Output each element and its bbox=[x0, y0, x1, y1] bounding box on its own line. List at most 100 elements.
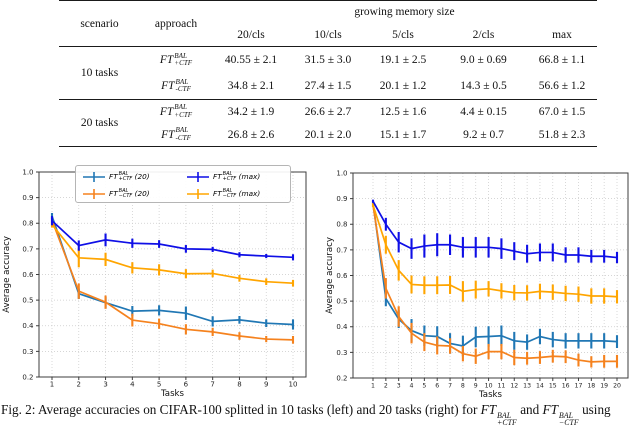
caption-text: using bbox=[578, 402, 611, 417]
math-base: FT bbox=[161, 128, 175, 141]
svg-text:1: 1 bbox=[371, 383, 375, 390]
svg-text:0.9: 0.9 bbox=[22, 194, 33, 202]
svg-text:0.8: 0.8 bbox=[22, 220, 33, 228]
table-top-rule bbox=[59, 0, 597, 1]
table-cell: 4.4 ± 0.15 bbox=[460, 105, 507, 118]
table-cell: 20.1 ± 1.2 bbox=[379, 80, 427, 92]
svg-text:2: 2 bbox=[384, 383, 388, 390]
table-cell: 27.4 ± 1.5 bbox=[304, 80, 352, 92]
table-header: scenario approach growing memory size 20… bbox=[59, 1, 597, 46]
svg-text:3: 3 bbox=[103, 381, 107, 389]
svg-text:0.8: 0.8 bbox=[336, 221, 347, 229]
legend-label: FT BAL +CTF (20) bbox=[109, 170, 150, 182]
table-cell: 20.1 ± 2.0 bbox=[304, 128, 352, 141]
table-group-10tasks: 10 tasks FT BAL +CTF 40.55 ± 2.1 31.5 ± 3.… bbox=[59, 47, 597, 99]
errorbar-marker-icon bbox=[187, 188, 209, 199]
svg-text:0.6: 0.6 bbox=[336, 272, 348, 280]
col-header-memory-group: growing memory size bbox=[354, 6, 455, 18]
col-header-10cls: 10/cls bbox=[314, 28, 342, 41]
svg-text:7: 7 bbox=[210, 381, 214, 389]
svg-text:Tasks: Tasks bbox=[160, 389, 185, 399]
math-sup: BAL bbox=[175, 126, 189, 135]
series-line bbox=[51, 223, 294, 285]
col-header-2cls: 2/cls bbox=[472, 28, 495, 41]
table-header-rule bbox=[59, 46, 597, 47]
legend-label: FT BAL −CTF (max) bbox=[213, 187, 261, 199]
left-chart: 1 2 3 4 5 6 7 8 9 10 0.2 0.3 0.4 0.5 0.6 0.7 0.8 0.9 1.0 Ta… bbox=[2, 168, 307, 399]
figure-caption: Fig. 2: Average accuracies on CIFAR-100 … bbox=[1, 402, 639, 427]
col-header-scenario: scenario bbox=[80, 17, 119, 30]
math-sup: BAL bbox=[558, 410, 573, 420]
svg-text:17: 17 bbox=[575, 383, 583, 390]
svg-text:6: 6 bbox=[184, 381, 189, 389]
errorbar-marker-icon bbox=[83, 171, 105, 182]
svg-text:8: 8 bbox=[237, 381, 241, 389]
svg-text:Average accuracy: Average accuracy bbox=[2, 236, 12, 313]
table-cell: 9.0 ± 0.69 bbox=[460, 54, 507, 66]
col-header-5cls: 5/cls bbox=[392, 28, 414, 41]
svg-text:9: 9 bbox=[474, 383, 478, 390]
math-base: FT bbox=[161, 80, 175, 92]
approach-cell: FT BAL +CTF bbox=[140, 47, 212, 73]
table-cell: 31.5 ± 3.0 bbox=[304, 54, 352, 66]
table-cell: 9.2 ± 0.7 bbox=[463, 128, 504, 141]
svg-text:Average accuracy: Average accuracy bbox=[325, 237, 335, 314]
svg-text:12: 12 bbox=[510, 383, 518, 390]
table-cell: 40.55 ± 2.1 bbox=[224, 54, 278, 66]
svg-text:1.0: 1.0 bbox=[336, 169, 347, 177]
table-mid-rule bbox=[59, 99, 597, 100]
svg-text:19: 19 bbox=[600, 383, 608, 390]
svg-text:10: 10 bbox=[289, 381, 298, 389]
caption-text: Fig. 2: Average accuracies on CIFAR-100 … bbox=[1, 402, 481, 417]
math-base: FT bbox=[480, 402, 497, 417]
col-header-max: max bbox=[552, 28, 572, 41]
math-sup: BAL bbox=[175, 77, 189, 86]
legend-label: FT BAL +CTF (max) bbox=[213, 170, 261, 182]
scenario-cell: 20 tasks bbox=[80, 117, 119, 129]
svg-text:10: 10 bbox=[485, 383, 493, 390]
math-base: FT bbox=[542, 402, 558, 417]
svg-text:7: 7 bbox=[448, 383, 452, 390]
legend-entry: FT BAL +CTF (max) bbox=[180, 171, 288, 183]
series-line bbox=[51, 219, 294, 341]
table-group-20tasks: 20 tasks FT BAL +CTF 34.2 ± 1.9 26.6 ± 2.7… bbox=[59, 100, 597, 146]
svg-text:6: 6 bbox=[435, 383, 439, 390]
math-base: FT bbox=[159, 105, 174, 118]
svg-text:5: 5 bbox=[157, 381, 161, 389]
col-header-20cls: 20/cls bbox=[237, 28, 265, 41]
svg-text:8: 8 bbox=[461, 383, 465, 390]
math-sup: BAL bbox=[174, 51, 187, 60]
table-cell: 19.1 ± 2.5 bbox=[379, 54, 427, 66]
svg-text:0.3: 0.3 bbox=[22, 348, 33, 356]
table-cell: 67.0 ± 1.5 bbox=[538, 105, 586, 118]
right-chart: 1 2 3 4 5 6 7 8 9 10 11 12 13 14 15 16 17 18 19 200.20.30.4… bbox=[325, 169, 629, 400]
series-line bbox=[372, 202, 618, 347]
svg-text:0.2: 0.2 bbox=[336, 374, 347, 382]
svg-text:0.4: 0.4 bbox=[22, 322, 34, 330]
table-cell: 66.8 ± 1.1 bbox=[538, 54, 586, 66]
svg-text:0.4: 0.4 bbox=[336, 323, 348, 331]
scenario-cell: 10 tasks bbox=[80, 67, 119, 79]
approach-cell: FT BAL -CTF bbox=[140, 73, 212, 99]
svg-text:0.7: 0.7 bbox=[336, 246, 347, 254]
svg-text:20: 20 bbox=[613, 383, 621, 390]
svg-text:3: 3 bbox=[397, 383, 401, 390]
table-cell: 56.6 ± 1.2 bbox=[538, 80, 586, 92]
svg-text:1.0: 1.0 bbox=[22, 168, 33, 176]
table-cell: 34.2 ± 1.9 bbox=[227, 105, 275, 118]
legend-entry: FT BAL −CTF (20) bbox=[76, 188, 180, 200]
math-sup: BAL bbox=[174, 103, 187, 112]
series-line bbox=[372, 204, 618, 298]
errorbar-marker-icon bbox=[83, 188, 105, 199]
col-header-approach: approach bbox=[154, 17, 198, 30]
math-sub: +CTF bbox=[497, 418, 517, 427]
table-cell: 51.8 ± 2.3 bbox=[538, 128, 586, 141]
svg-text:0.7: 0.7 bbox=[22, 245, 33, 253]
svg-text:13: 13 bbox=[523, 383, 531, 390]
svg-text:0.3: 0.3 bbox=[336, 349, 347, 357]
table-cell: 14.3 ± 0.5 bbox=[460, 80, 507, 92]
svg-text:0.9: 0.9 bbox=[336, 195, 347, 203]
svg-text:0.5: 0.5 bbox=[22, 297, 33, 305]
svg-text:0.2: 0.2 bbox=[22, 373, 33, 381]
